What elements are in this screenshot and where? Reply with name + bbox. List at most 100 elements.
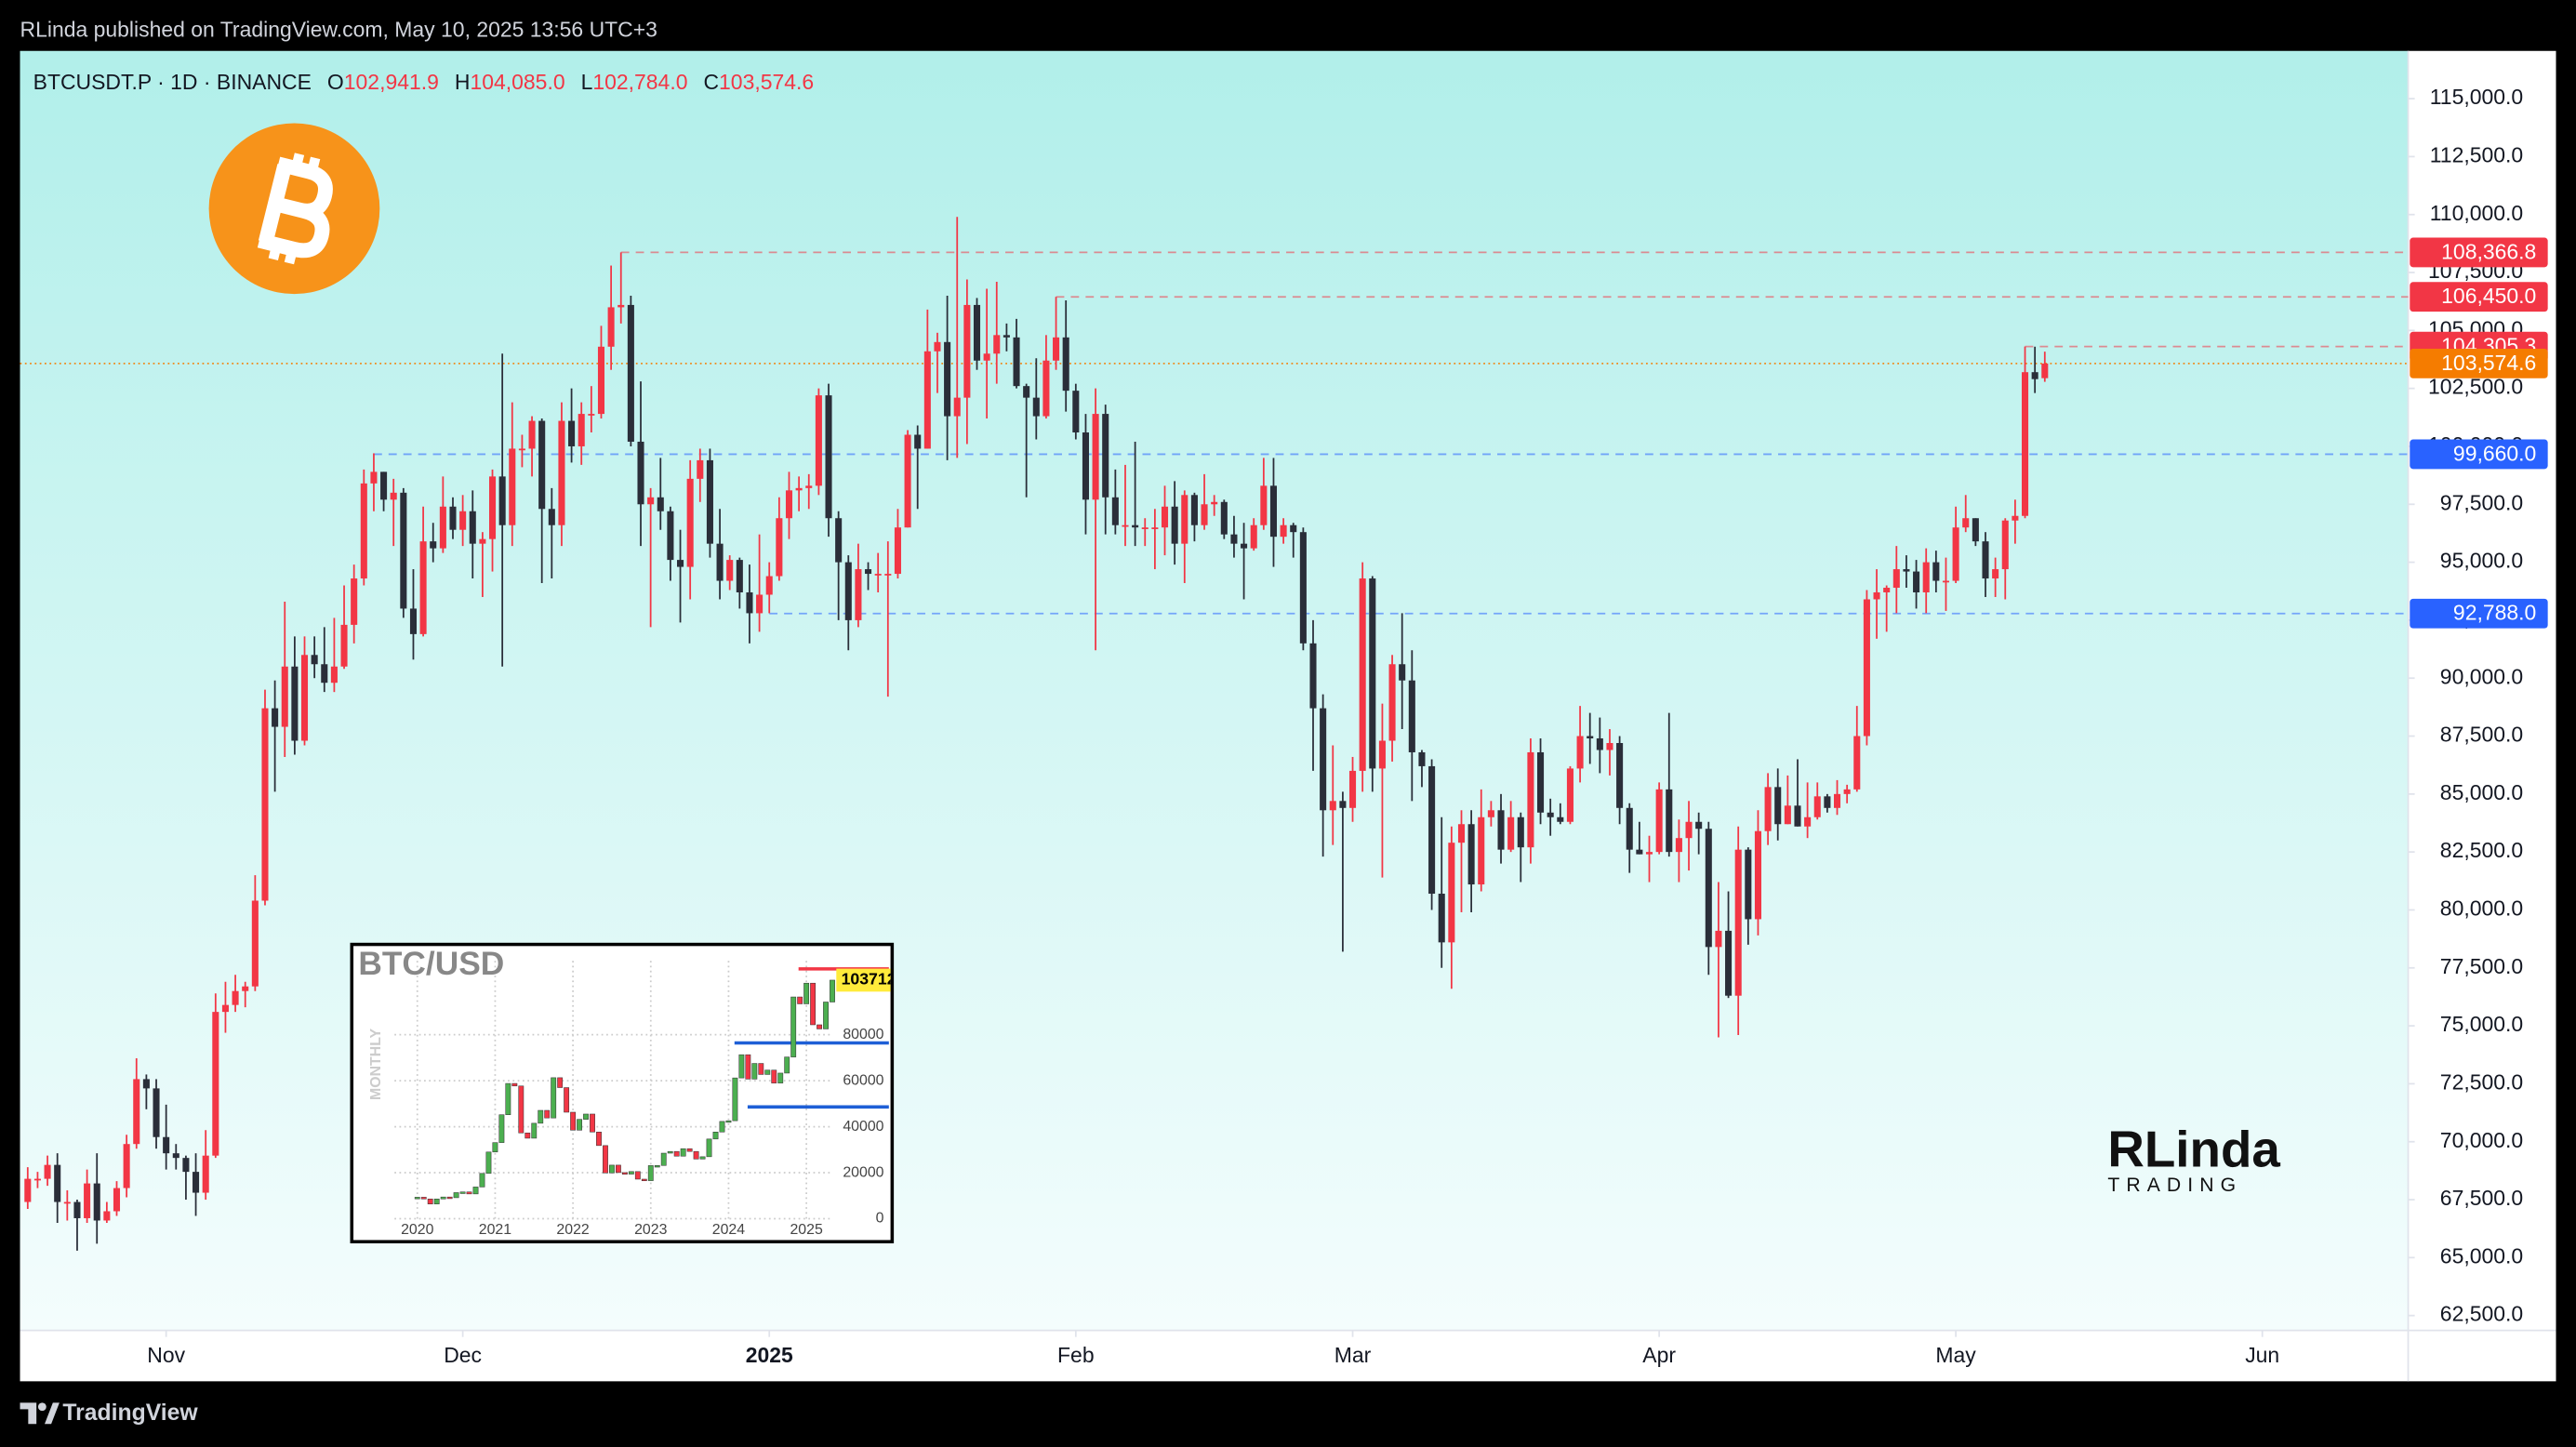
y-tick-label: 95,000.0 bbox=[2440, 549, 2523, 573]
inset-candle bbox=[453, 1192, 459, 1199]
candle-body bbox=[1666, 789, 1673, 853]
candle-body bbox=[1922, 562, 1930, 592]
candle-body bbox=[756, 594, 764, 614]
candle-body bbox=[1813, 796, 1821, 817]
candle-body bbox=[1042, 360, 1050, 417]
candle-body bbox=[785, 490, 793, 519]
candle-body bbox=[1962, 518, 1970, 528]
candle-body bbox=[1734, 849, 1742, 996]
candle-body bbox=[677, 560, 684, 567]
inset-title: BTC/USD bbox=[358, 946, 504, 982]
inset-y-label: 60000 bbox=[843, 1072, 883, 1088]
candle-body bbox=[1576, 736, 1584, 769]
candle-body bbox=[33, 1178, 41, 1181]
inset-candle bbox=[771, 1069, 777, 1083]
watermark-sub: TRADING bbox=[2107, 1175, 2242, 1196]
candle-body bbox=[202, 1155, 209, 1193]
inset-candle bbox=[492, 1142, 498, 1153]
candle-body bbox=[212, 1012, 219, 1156]
inset-candle bbox=[745, 1054, 751, 1080]
candle-body bbox=[1843, 789, 1851, 794]
candle-body bbox=[1853, 736, 1861, 790]
candle-body bbox=[865, 569, 872, 575]
candle-body bbox=[1220, 501, 1228, 535]
inset-candle bbox=[764, 1069, 771, 1075]
candle-body bbox=[261, 708, 269, 901]
candle-body bbox=[617, 304, 625, 308]
price-level-tag bbox=[2410, 348, 2548, 378]
candle-body bbox=[1497, 810, 1505, 850]
inset-candle bbox=[609, 1164, 615, 1174]
ohlc-name: O bbox=[327, 70, 344, 94]
price-level-tag bbox=[2410, 282, 2548, 312]
inset-price-label: 103712 bbox=[842, 970, 896, 989]
candle-body bbox=[1378, 740, 1386, 769]
inset-candle bbox=[440, 1196, 446, 1200]
price-level-label: 108,366.8 bbox=[2441, 239, 2536, 263]
inset-candle bbox=[673, 1150, 680, 1157]
inset-candle bbox=[725, 1120, 732, 1123]
inset-candle bbox=[686, 1148, 693, 1152]
inset-candle bbox=[511, 1082, 518, 1087]
inset-candle bbox=[615, 1164, 621, 1174]
inset-chart: 0 20000 40000 60000 80000 2020 2021 2022 2023 202… bbox=[350, 942, 896, 1243]
watermark: RLinda TRADING bbox=[2107, 1120, 2280, 1195]
x-tick-label: Dec bbox=[444, 1343, 482, 1367]
y-tick-label: 72,500.0 bbox=[2440, 1069, 2523, 1094]
candle-body bbox=[1784, 805, 1791, 825]
candle-body bbox=[944, 341, 951, 417]
candle-body bbox=[1032, 397, 1040, 417]
candle-body bbox=[1952, 527, 1959, 581]
candle-body bbox=[172, 1153, 179, 1159]
price-level-label: 99,660.0 bbox=[2453, 441, 2536, 465]
candle-body bbox=[953, 397, 961, 417]
candle-body bbox=[1181, 495, 1188, 544]
candle-body bbox=[1141, 527, 1149, 529]
inset-subtitle: MONTHLY bbox=[368, 1029, 384, 1100]
inset-candle bbox=[564, 1087, 570, 1113]
inset-candle bbox=[498, 1114, 505, 1143]
candle-body bbox=[1507, 816, 1515, 850]
candle-body bbox=[1675, 838, 1682, 853]
candle-body bbox=[370, 471, 378, 484]
candle-body bbox=[667, 511, 674, 561]
candle-body bbox=[1527, 751, 1534, 848]
candle-body bbox=[1369, 578, 1376, 769]
candle-body bbox=[44, 1164, 51, 1179]
candle-body bbox=[300, 655, 309, 741]
candle-body bbox=[1241, 543, 1248, 549]
candle-body bbox=[1833, 793, 1841, 808]
candle-body bbox=[1290, 524, 1297, 533]
candle-body bbox=[1023, 386, 1030, 398]
candle-body bbox=[973, 304, 981, 361]
candle-body bbox=[765, 576, 773, 595]
candle-body bbox=[1111, 497, 1119, 525]
inset-candle bbox=[583, 1113, 589, 1120]
candle-body bbox=[1171, 506, 1178, 544]
candle-body bbox=[1428, 765, 1436, 895]
candle-body bbox=[133, 1079, 140, 1145]
y-tick-label: 65,000.0 bbox=[2440, 1243, 2523, 1268]
inset-candle bbox=[699, 1156, 706, 1160]
candle-body bbox=[637, 441, 644, 505]
candle-body bbox=[578, 414, 585, 446]
candle-body bbox=[1587, 736, 1594, 739]
inset-candle bbox=[590, 1113, 595, 1133]
candle-body bbox=[1053, 337, 1060, 361]
candle-body bbox=[647, 497, 655, 505]
y-tick-label: 115,000.0 bbox=[2430, 85, 2523, 109]
candle-body bbox=[538, 420, 546, 510]
y-tick-label: 102,500.0 bbox=[2428, 375, 2523, 399]
candle-body bbox=[923, 351, 931, 449]
inset-candle bbox=[414, 1197, 420, 1200]
x-tick-label: 2025 bbox=[746, 1343, 793, 1367]
inset-candle bbox=[544, 1109, 551, 1119]
candle-body bbox=[795, 487, 803, 491]
candle-body bbox=[1013, 337, 1020, 387]
candle-body bbox=[1418, 751, 1426, 766]
inset-x-label: 2022 bbox=[556, 1222, 589, 1238]
inset-candle bbox=[719, 1121, 725, 1133]
ohlc-value: 103,574.6 bbox=[719, 70, 814, 94]
candle-body bbox=[746, 591, 753, 614]
candle-body bbox=[1972, 518, 1979, 542]
